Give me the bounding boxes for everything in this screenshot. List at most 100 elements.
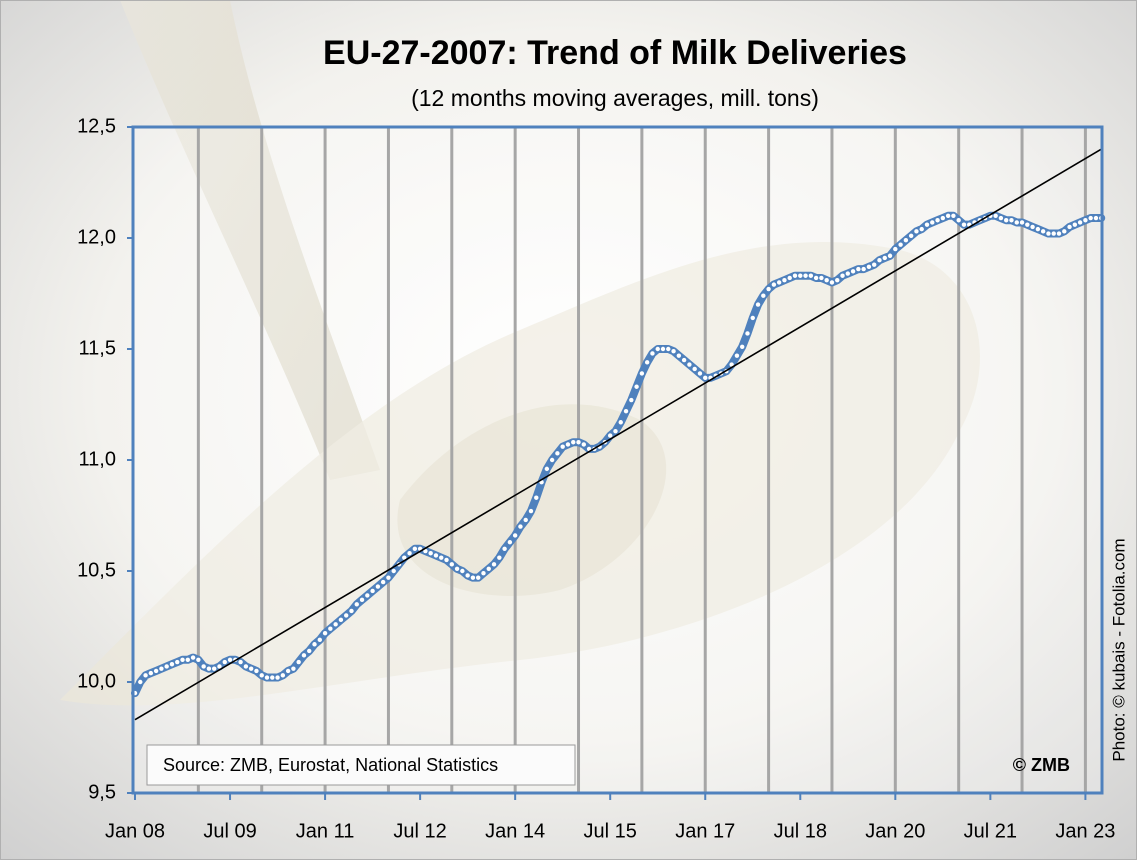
data-point [349, 608, 354, 614]
data-point [386, 575, 391, 580]
data-point [935, 218, 940, 223]
data-point [428, 551, 433, 556]
x-tick-label: Jul 15 [584, 820, 637, 842]
data-point [703, 375, 708, 381]
data-point [1088, 215, 1093, 221]
data-point [476, 575, 481, 580]
data-point [819, 275, 824, 281]
data-point [143, 673, 148, 678]
data-point [1093, 215, 1099, 221]
data-point [433, 553, 439, 558]
data-point [497, 555, 502, 560]
data-point [1083, 218, 1088, 223]
data-point [254, 668, 259, 674]
data-point [523, 517, 528, 523]
data-point [993, 213, 998, 218]
source-note: Source: ZMB, Eurostat, National Statisti… [163, 755, 498, 775]
data-point [792, 273, 798, 278]
data-point [486, 566, 491, 571]
plot-border [131, 125, 1104, 795]
data-point [1030, 224, 1035, 230]
data-point [608, 433, 613, 438]
data-point [576, 440, 581, 445]
x-tick-label: Jan 17 [675, 820, 735, 842]
data-point [644, 360, 650, 365]
data-point [153, 668, 159, 674]
data-point [391, 568, 396, 574]
data-point [185, 657, 190, 662]
data-point [1009, 218, 1014, 223]
data-point [1019, 220, 1025, 225]
data-point [322, 630, 328, 636]
data-point [776, 280, 782, 285]
x-tick-label: Jul 09 [203, 820, 256, 842]
data-point [291, 666, 296, 671]
data-point [676, 353, 682, 358]
data-point [285, 668, 291, 674]
data-point [227, 657, 233, 662]
data-point [328, 626, 333, 631]
y-tick-label: 9,5 [88, 781, 116, 803]
data-point [903, 238, 909, 243]
data-point [507, 539, 513, 545]
data-point [312, 642, 317, 647]
data-point [1040, 229, 1046, 234]
data-point [465, 573, 470, 578]
data-point [898, 242, 903, 247]
data-point [845, 271, 850, 276]
data-point [454, 566, 460, 571]
data-point [692, 366, 697, 372]
data-point [750, 315, 755, 321]
data-point [666, 346, 671, 352]
data-point [940, 215, 946, 221]
data-point [861, 266, 866, 272]
data-point [491, 562, 497, 567]
y-tick-label: 12,0 [77, 226, 116, 248]
data-point [745, 331, 750, 336]
data-point [402, 555, 407, 560]
data-point [1014, 220, 1019, 225]
data-point [275, 675, 280, 680]
data-point [655, 346, 660, 352]
data-point [1072, 222, 1078, 227]
data-point [243, 664, 249, 669]
data-point [444, 557, 449, 563]
data-point [887, 253, 893, 258]
data-point [586, 446, 592, 452]
trend-line [134, 148, 1102, 721]
data-point [908, 233, 914, 238]
photo-credit: Photo: © kubais - Fotolia.com [1109, 538, 1128, 761]
data-point [280, 673, 286, 678]
data-point [618, 420, 623, 425]
data-point [560, 444, 565, 449]
chart-subtitle: (12 months moving averages, mill. tons) [411, 85, 819, 111]
data-point [771, 282, 777, 287]
data-point [333, 622, 338, 627]
data-point [671, 349, 676, 354]
data-point [412, 546, 418, 551]
data-point [798, 273, 803, 278]
data-point [317, 637, 322, 643]
data-point [460, 568, 465, 574]
data-point [1004, 218, 1009, 223]
data-point [877, 258, 882, 263]
data-point [924, 222, 930, 227]
data-point [813, 275, 819, 281]
data-point [866, 264, 872, 270]
y-tick-label: 11,0 [79, 448, 116, 470]
data-point [259, 673, 264, 678]
data-point [787, 275, 792, 281]
milk-stream [120, 0, 380, 480]
data-point [439, 555, 444, 560]
data-point [180, 657, 185, 662]
data-point [919, 226, 924, 232]
data-point [840, 273, 845, 278]
data-point [354, 602, 359, 607]
data-point [217, 664, 222, 669]
data-point [629, 397, 634, 403]
data-point [872, 262, 877, 267]
data-point [581, 442, 586, 447]
data-point [212, 666, 217, 671]
x-tick-label: Jan 14 [485, 820, 545, 842]
